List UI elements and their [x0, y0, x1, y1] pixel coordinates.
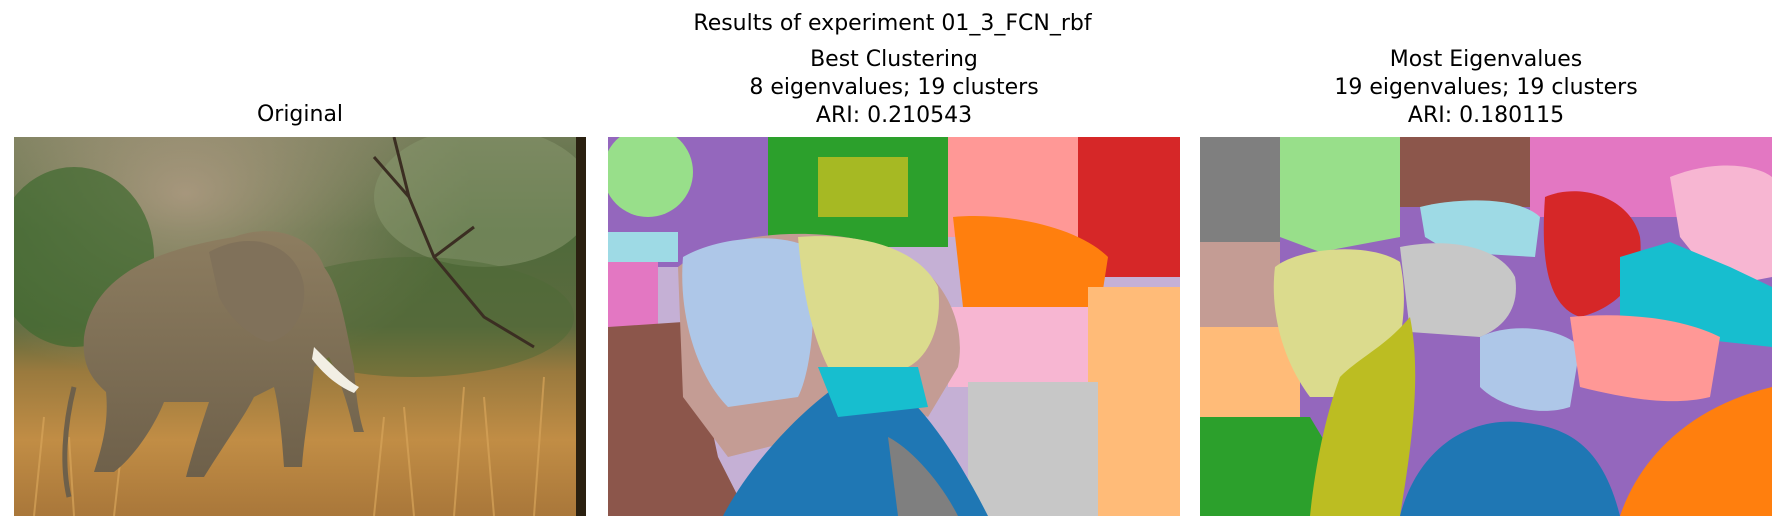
- most-eigenvalues-panel-title: Most Eigenvalues 19 eigenvalues; 19 clus…: [1200, 46, 1772, 130]
- most-title-line-2: 19 eigenvalues; 19 clusters: [1334, 75, 1638, 100]
- best-title-line-2: 8 eigenvalues; 19 clusters: [749, 75, 1039, 100]
- elephant-tusk: [312, 347, 359, 393]
- figure-title: Results of experiment 01_3_FCN_rbf: [693, 11, 1092, 36]
- segmentation-map-most: [1200, 137, 1772, 516]
- elephant-ear: [209, 240, 305, 342]
- original-panel-title: Original: [14, 101, 586, 129]
- most-eigenvalues-map: [1200, 137, 1772, 516]
- most-title-line-3: ARI: 0.180115: [1407, 103, 1565, 128]
- best-title-line-1: Best Clustering: [810, 47, 978, 72]
- elephant-photo: [14, 137, 586, 516]
- segmentation-map-best: [608, 137, 1180, 516]
- best-title-line-3: ARI: 0.210543: [815, 103, 973, 128]
- best-clustering-panel-title: Best Clustering 8 eigenvalues; 19 cluste…: [608, 46, 1180, 130]
- original-title-line: Original: [256, 102, 344, 127]
- original-image: [14, 137, 586, 516]
- best-clustering-map: [608, 137, 1180, 516]
- most-title-line-1: Most Eigenvalues: [1389, 47, 1583, 72]
